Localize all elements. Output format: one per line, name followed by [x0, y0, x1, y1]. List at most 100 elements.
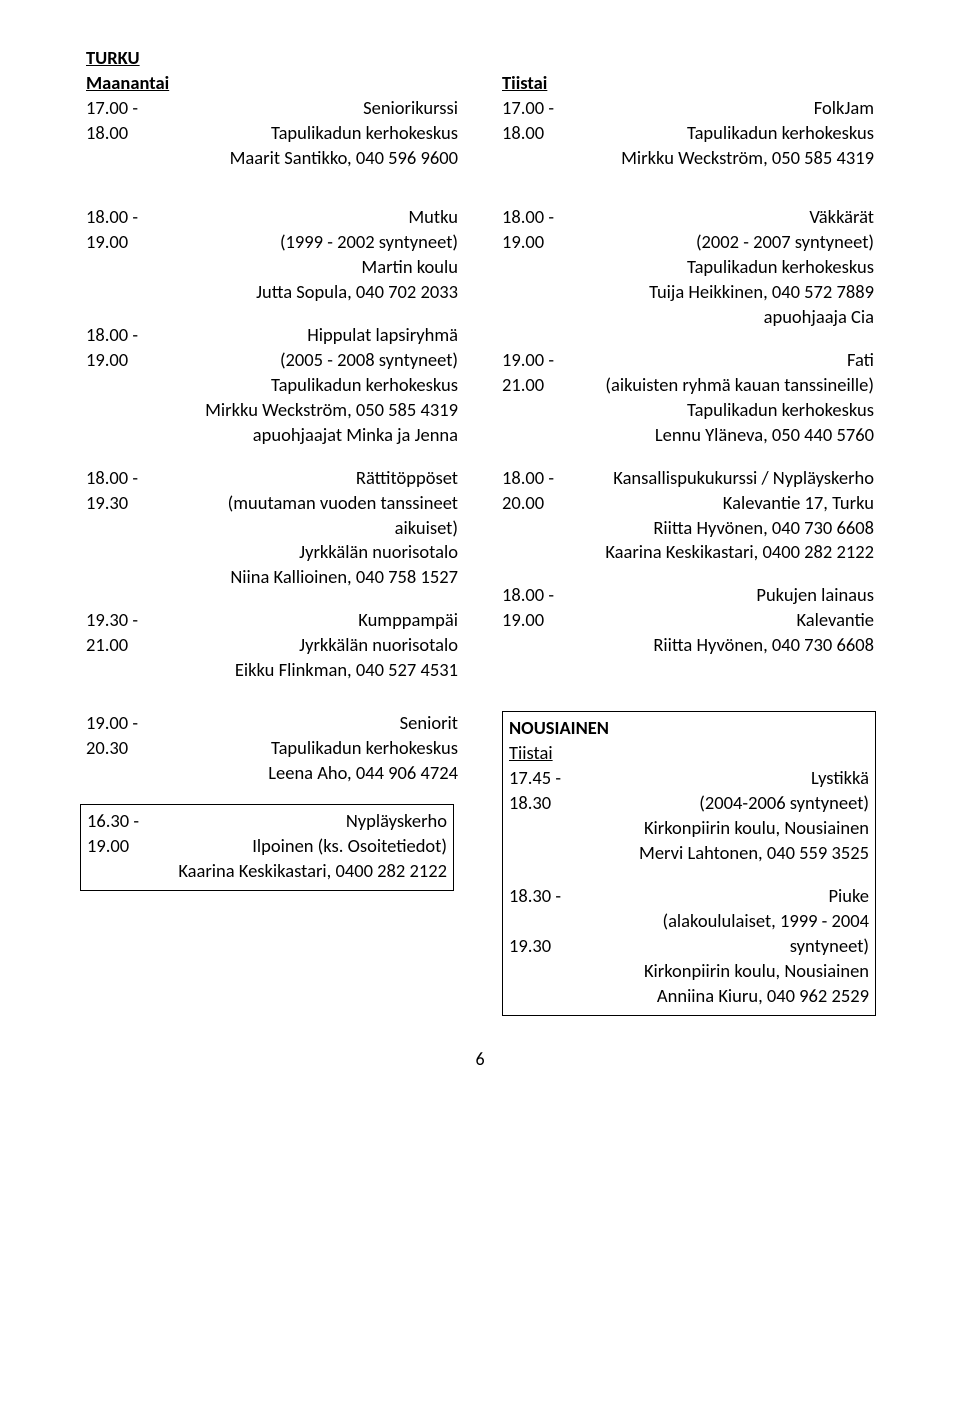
- text: Kalevantie 17, Turku: [566, 491, 874, 516]
- page: TURKU Maanantai 17.00 -Seniorikurssi 18.…: [0, 0, 960, 1100]
- text: Tapulikadun kerhokeskus: [566, 398, 874, 423]
- left-e1: 17.00 -Seniorikurssi 18.00Tapulikadun ke…: [86, 96, 458, 171]
- time: 17.00 -: [502, 96, 566, 121]
- title: Nypläyskerho: [151, 809, 447, 834]
- time: 21.00: [502, 373, 566, 398]
- time: 18.30: [509, 791, 573, 816]
- text: Lennu Yläneva, 050 440 5760: [566, 423, 874, 448]
- text: Tapulikadun kerhokeskus: [150, 373, 458, 398]
- text: Niina Kallioinen, 040 758 1527: [150, 565, 458, 590]
- text: Mervi Lahtonen, 040 559 3525: [573, 841, 869, 866]
- title: Hippulat lapsiryhmä: [150, 323, 458, 348]
- title: Kansallispukukurssi / Nypläyskerho: [566, 466, 874, 491]
- title: Fati: [566, 348, 874, 373]
- top-header-row: TURKU Maanantai 17.00 -Seniorikurssi 18.…: [86, 46, 874, 185]
- title: Lystikkä: [573, 766, 869, 791]
- text: Leena Aho, 044 906 4724: [150, 761, 458, 786]
- second-row: 18.00 -Mutku 19.00(1999 - 2002 syntyneet…: [86, 205, 874, 466]
- text: Tapulikadun kerhokeskus: [150, 736, 458, 761]
- box-city: NOUSIAINEN: [509, 716, 869, 741]
- right-e4: 18.00 -Kansallispukukurssi / Nypläyskerh…: [502, 466, 874, 566]
- title: Mutku: [150, 205, 458, 230]
- text: syntyneet): [573, 934, 869, 959]
- time: 17.00 -: [86, 96, 150, 121]
- left-city: TURKU: [86, 46, 458, 71]
- time: 19.00: [86, 348, 150, 373]
- right-e3: 19.00 -Fati 21.00(aikuisten ryhmä kauan …: [502, 348, 874, 448]
- text: Jyrkkälän nuorisotalo: [150, 633, 458, 658]
- right-e1: 17.00 -FolkJam 18.00Tapulikadun kerhokes…: [502, 96, 874, 171]
- box-e2: 18.30 -Piuke (alakoululaiset, 1999 - 200…: [509, 884, 869, 1009]
- time: 20.00: [502, 491, 566, 516]
- time: 19.30: [509, 934, 573, 959]
- right-e5: 18.00 -Pukujen lainaus 19.00Kalevantie R…: [502, 583, 874, 658]
- right-column-top: Tiistai 17.00 -FolkJam 18.00Tapulikadun …: [480, 46, 874, 185]
- title: Väkkärät: [566, 205, 874, 230]
- text: apuohjaaja Cia: [566, 305, 874, 330]
- time: 19.00: [502, 230, 566, 255]
- text: (alakoululaiset, 1999 - 2004: [573, 909, 869, 934]
- time: 19.00: [502, 608, 566, 633]
- left-e2: 18.00 -Mutku 19.00(1999 - 2002 syntyneet…: [86, 205, 458, 305]
- right-day: Tiistai: [502, 71, 874, 96]
- text: Tuija Heikkinen, 040 572 7889: [566, 280, 874, 305]
- text: apuohjaajat Minka ja Jenna: [150, 423, 458, 448]
- text: Anniina Kiuru, 040 962 2529: [573, 984, 869, 1009]
- time: 18.00 -: [86, 466, 150, 491]
- fourth-row: 19.00 -Seniorit 20.30Tapulikadun kerhoke…: [86, 711, 874, 1016]
- left-e5: 19.30 -Kumppampäi 21.00Jyrkkälän nuoriso…: [86, 608, 458, 683]
- time: 21.00: [86, 633, 150, 658]
- text: (2005 - 2008 syntyneet): [150, 348, 458, 373]
- left-e3: 18.00 -Hippulat lapsiryhmä 19.00(2005 - …: [86, 323, 458, 448]
- left-e6: 19.00 -Seniorit 20.30Tapulikadun kerhoke…: [86, 711, 458, 786]
- text: Martin koulu: [150, 255, 458, 280]
- title: FolkJam: [566, 96, 874, 121]
- text: Ilpoinen (ks. Osoitetiedot): [151, 834, 447, 859]
- text: Riitta Hyvönen, 040 730 6608: [566, 516, 874, 541]
- time: 18.00 -: [502, 205, 566, 230]
- time: 18.00 -: [502, 466, 566, 491]
- left-column-top: TURKU Maanantai 17.00 -Seniorikurssi 18.…: [86, 46, 480, 185]
- time: 18.00 -: [502, 583, 566, 608]
- text: Riitta Hyvönen, 040 730 6608: [566, 633, 874, 658]
- time: 17.45 -: [509, 766, 573, 791]
- time: 18.30 -: [509, 884, 573, 909]
- title: Seniorit: [150, 711, 458, 736]
- time: 19.00 -: [86, 711, 150, 736]
- text: Tapulikadun kerhokeskus: [150, 121, 458, 146]
- right-box: NOUSIAINEN Tiistai 17.45 -Lystikkä 18.30…: [502, 711, 876, 1016]
- time: 18.00 -: [86, 323, 150, 348]
- time: 20.30: [86, 736, 150, 761]
- text: Kaarina Keskikastari, 0400 282 2122: [151, 859, 447, 884]
- third-row: 18.00 -Rättitöppöset 19.30(muutaman vuod…: [86, 466, 874, 702]
- text: Kirkonpiirin koulu, Nousiainen: [573, 959, 869, 984]
- time: 18.00: [502, 121, 566, 146]
- text: (aikuisten ryhmä kauan tanssineille): [566, 373, 874, 398]
- time: 18.00: [86, 121, 150, 146]
- page-number: 6: [86, 1048, 874, 1070]
- time: 19.00: [86, 230, 150, 255]
- text: Kalevantie: [566, 608, 874, 633]
- title: Piuke: [573, 884, 869, 909]
- text: Mirkku Weckström, 050 585 4319: [150, 398, 458, 423]
- time: 18.00 -: [86, 205, 150, 230]
- text: Kirkonpiirin koulu, Nousiainen: [573, 816, 869, 841]
- text: Jutta Sopula, 040 702 2033: [150, 280, 458, 305]
- text: Tapulikadun kerhokeskus: [566, 255, 874, 280]
- title: Rättitöppöset: [150, 466, 458, 491]
- text: (muutaman vuoden tanssineet: [150, 491, 458, 516]
- text: (1999 - 2002 syntyneet): [150, 230, 458, 255]
- text: Mirkku Weckström, 050 585 4319: [566, 146, 874, 171]
- left-e4: 18.00 -Rättitöppöset 19.30(muutaman vuod…: [86, 466, 458, 591]
- text: (2004-2006 syntyneet): [573, 791, 869, 816]
- text: Jyrkkälän nuorisotalo: [150, 540, 458, 565]
- text: Tapulikadun kerhokeskus: [566, 121, 874, 146]
- right-e2: 18.00 -Väkkärät 19.00(2002 - 2007 syntyn…: [502, 205, 874, 330]
- time: 19.00 -: [502, 348, 566, 373]
- time: 19.00: [87, 834, 151, 859]
- text: Maarit Santikko, 040 596 9600: [150, 146, 458, 171]
- text: aikuiset): [150, 516, 458, 541]
- time: 19.30: [86, 491, 150, 516]
- left-e7-box: 16.30 -Nypläyskerho 19.00Ilpoinen (ks. O…: [80, 804, 454, 891]
- left-day: Maanantai: [86, 71, 458, 96]
